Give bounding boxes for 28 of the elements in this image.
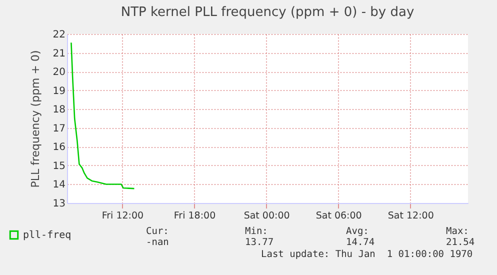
y-tick-label: 21 xyxy=(52,48,66,60)
text: Last update: Thu Jan 1 01:00:00 1970 xyxy=(261,249,473,260)
chart-title: NTP kernel PLL frequency (ppm + 0) - by day xyxy=(120,5,414,20)
line-series xyxy=(70,42,135,190)
y-axis-title: PLL frequency (ppm + 0) xyxy=(28,50,42,188)
y-tick-label: 16 xyxy=(52,142,66,154)
text: -nan xyxy=(146,237,169,248)
text: Cur: xyxy=(146,226,169,237)
y-tick-label: 20 xyxy=(52,67,66,78)
y-tick-label: 17 xyxy=(52,123,66,134)
text: Max: xyxy=(446,226,469,237)
text: Min: xyxy=(245,226,268,237)
y-tick-label: 18 xyxy=(52,104,66,116)
x-tick-label: Fri 18:00 xyxy=(174,210,216,222)
x-tick-label: Sat 00:00 xyxy=(244,210,290,222)
text: 13.77 xyxy=(245,237,274,248)
text: 21.54 xyxy=(446,237,475,248)
legend-label: pll-freq xyxy=(23,230,72,241)
text: 14.74 xyxy=(346,237,375,248)
y-tick-label: 14 xyxy=(52,180,66,191)
text: Avg: xyxy=(346,226,369,237)
x-tick-label: Sat 06:00 xyxy=(316,210,362,222)
y-tick-label: 15 xyxy=(52,160,66,172)
x-tick-label: Sat 12:00 xyxy=(388,210,434,222)
y-tick-label: 22 xyxy=(52,30,66,40)
y-tick-label: 13 xyxy=(52,198,66,210)
x-tick-label: Fri 12:00 xyxy=(102,210,144,222)
y-tick-label: 19 xyxy=(52,86,66,97)
